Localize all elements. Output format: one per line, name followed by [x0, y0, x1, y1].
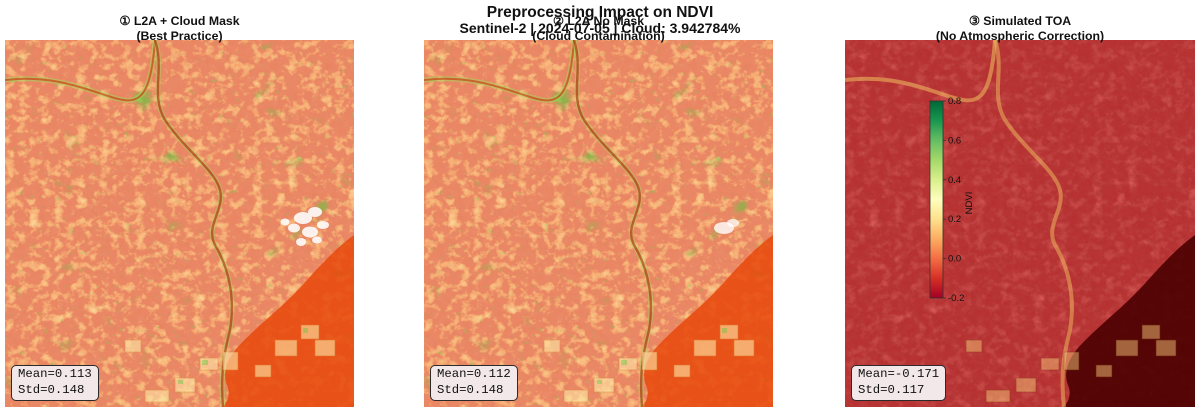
svg-text:-0.2: -0.2 — [948, 293, 964, 304]
svg-text:0.8: 0.8 — [948, 96, 961, 107]
svg-text:0.0: 0.0 — [948, 254, 961, 265]
svg-text:NDVI: NDVI — [964, 192, 975, 215]
svg-text:0.2: 0.2 — [948, 214, 961, 225]
svg-text:0.6: 0.6 — [948, 135, 961, 146]
svg-text:0.4: 0.4 — [948, 175, 961, 186]
